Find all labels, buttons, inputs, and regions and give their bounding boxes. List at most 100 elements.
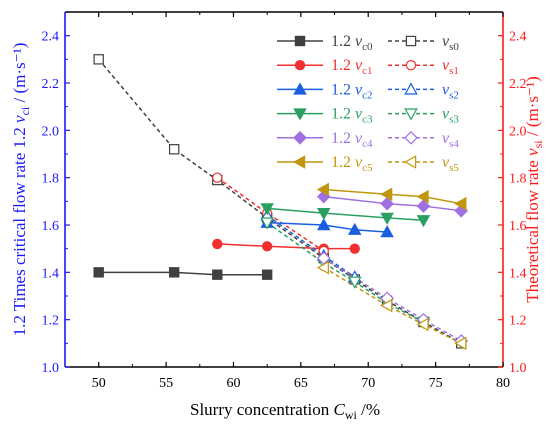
legend-label-prefix: 1.2: [331, 33, 355, 50]
right-y-axis-label: Theoretical flow rate vsi / (m·s⁻¹): [523, 76, 545, 302]
data-point: [168, 144, 180, 155]
legend-marker: [294, 35, 306, 47]
axes-layer: 50 55 60 65 70 75 801.0 1.01.2 1.21.4 1.41.6 1.61.…: [42, 11, 527, 391]
data-point: [93, 267, 104, 278]
legend-item: vs2: [388, 81, 459, 101]
data-point: [316, 182, 329, 197]
legend-marker: [293, 108, 307, 121]
legend-label-sub: s4: [449, 138, 459, 150]
legend-label: vs2: [442, 81, 459, 101]
legend-item: 1.2 vc0: [277, 33, 373, 53]
plot-markers-layer: [93, 54, 469, 351]
legend-label-sub: c2: [362, 89, 372, 101]
x-tick-label: 55: [159, 376, 173, 391]
legend-label-prefix: 1.2: [331, 106, 355, 123]
legend-label-var: v: [355, 130, 363, 147]
legend-marker: [293, 155, 306, 169]
legend-item: vs4: [388, 130, 459, 150]
right-y-tick-label: 2.2: [509, 77, 527, 92]
data-point: [380, 298, 393, 313]
series-line: [267, 221, 388, 233]
legend-label-var: v: [355, 106, 363, 123]
legend-item: 1.2 vc2: [277, 81, 373, 101]
data-point: [416, 189, 429, 204]
legend-label-sub: s0: [449, 41, 459, 53]
data-point: [260, 217, 274, 230]
left-y-tick-label: 1.2: [42, 314, 60, 329]
legend-label-var: v: [442, 106, 450, 123]
legend-marker: [405, 35, 417, 47]
left-y-tick-label: 1.0: [42, 361, 60, 376]
left-y-tick-label: 1.4: [42, 266, 60, 281]
legend-item: vs1: [388, 57, 459, 77]
data-point: [93, 54, 104, 65]
series-line: [98, 58, 462, 344]
legend-marker: [294, 59, 306, 71]
legend-label-var: v: [442, 154, 450, 171]
x-tick-label: 60: [226, 376, 240, 391]
legend-label-prefix: 1.2: [331, 154, 355, 171]
data-point: [454, 336, 467, 351]
legend-label-prefix: 1.2: [331, 57, 355, 74]
data-point: [349, 243, 360, 254]
data-point: [416, 215, 431, 228]
legend-label-sub: c4: [362, 138, 373, 150]
legend-item: vs0: [388, 33, 459, 53]
data-point: [380, 196, 394, 211]
legend-label-var: v: [355, 33, 363, 50]
legend-label-var: v: [442, 81, 450, 98]
left-y-axis-label: 1.2 Times critical flow rate 1.2 vci / (…: [10, 43, 32, 337]
legend-label-var: v: [355, 81, 363, 98]
legend-marker: [404, 130, 418, 145]
legend-label: vs0: [442, 33, 459, 53]
x-tick-label: 65: [294, 376, 308, 391]
x-tick-label: 50: [92, 376, 106, 391]
legend-label: 1.2 vc0: [331, 33, 373, 53]
legend-label: 1.2 vc5: [331, 154, 373, 174]
data-point: [260, 203, 274, 216]
legend-label-var: v: [355, 154, 363, 171]
legend-marker: [293, 130, 307, 145]
series-line: [266, 222, 424, 323]
legend-label: vs5: [442, 154, 459, 174]
legend-item: 1.2 vc5: [277, 154, 373, 174]
legend-marker: [404, 82, 418, 95]
data-point: [261, 269, 273, 280]
data-point: [347, 276, 362, 289]
data-point: [380, 187, 393, 202]
right-y-tick-label: 2.0: [509, 124, 527, 139]
legend-label-prefix: 1.2: [331, 81, 355, 98]
legend-label: 1.2 vc4: [331, 130, 373, 150]
legend-label-sub: c3: [362, 114, 373, 126]
data-point: [316, 260, 329, 275]
x-tick-label: 80: [496, 376, 510, 391]
legend-label-sub: s1: [449, 65, 459, 77]
legend-label-var: v: [442, 130, 450, 147]
series-line: [266, 214, 356, 278]
data-point: [212, 269, 223, 280]
legend-label: 1.2 vc1: [331, 57, 373, 77]
x-tick-label: 70: [361, 376, 375, 391]
legend-label: 1.2 vc2: [331, 81, 373, 101]
right-y-tick-label: 1.4: [509, 266, 527, 281]
x-tick-label: 75: [429, 376, 443, 391]
series-line: [267, 207, 424, 222]
legend-label: vs3: [442, 106, 459, 126]
data-point: [454, 196, 467, 211]
legend-label-sub: c1: [362, 65, 372, 77]
data-point: [380, 225, 394, 238]
left-y-tick-label: 2.4: [42, 30, 60, 45]
data-point: [380, 212, 394, 225]
left-y-tick-label: 2.2: [42, 77, 60, 92]
left-y-tick-label: 2.0: [42, 124, 60, 139]
right-y-tick-label: 1.6: [509, 219, 527, 234]
left-y-tick-label: 1.8: [42, 172, 60, 187]
legend-label: 1.2 vc3: [331, 106, 373, 126]
series-line: [217, 243, 355, 250]
legend-item: 1.2 vc3: [277, 106, 373, 126]
legend-item: vs5: [388, 154, 459, 174]
legend-item: 1.2 vc1: [277, 57, 373, 77]
data-point: [316, 218, 331, 231]
